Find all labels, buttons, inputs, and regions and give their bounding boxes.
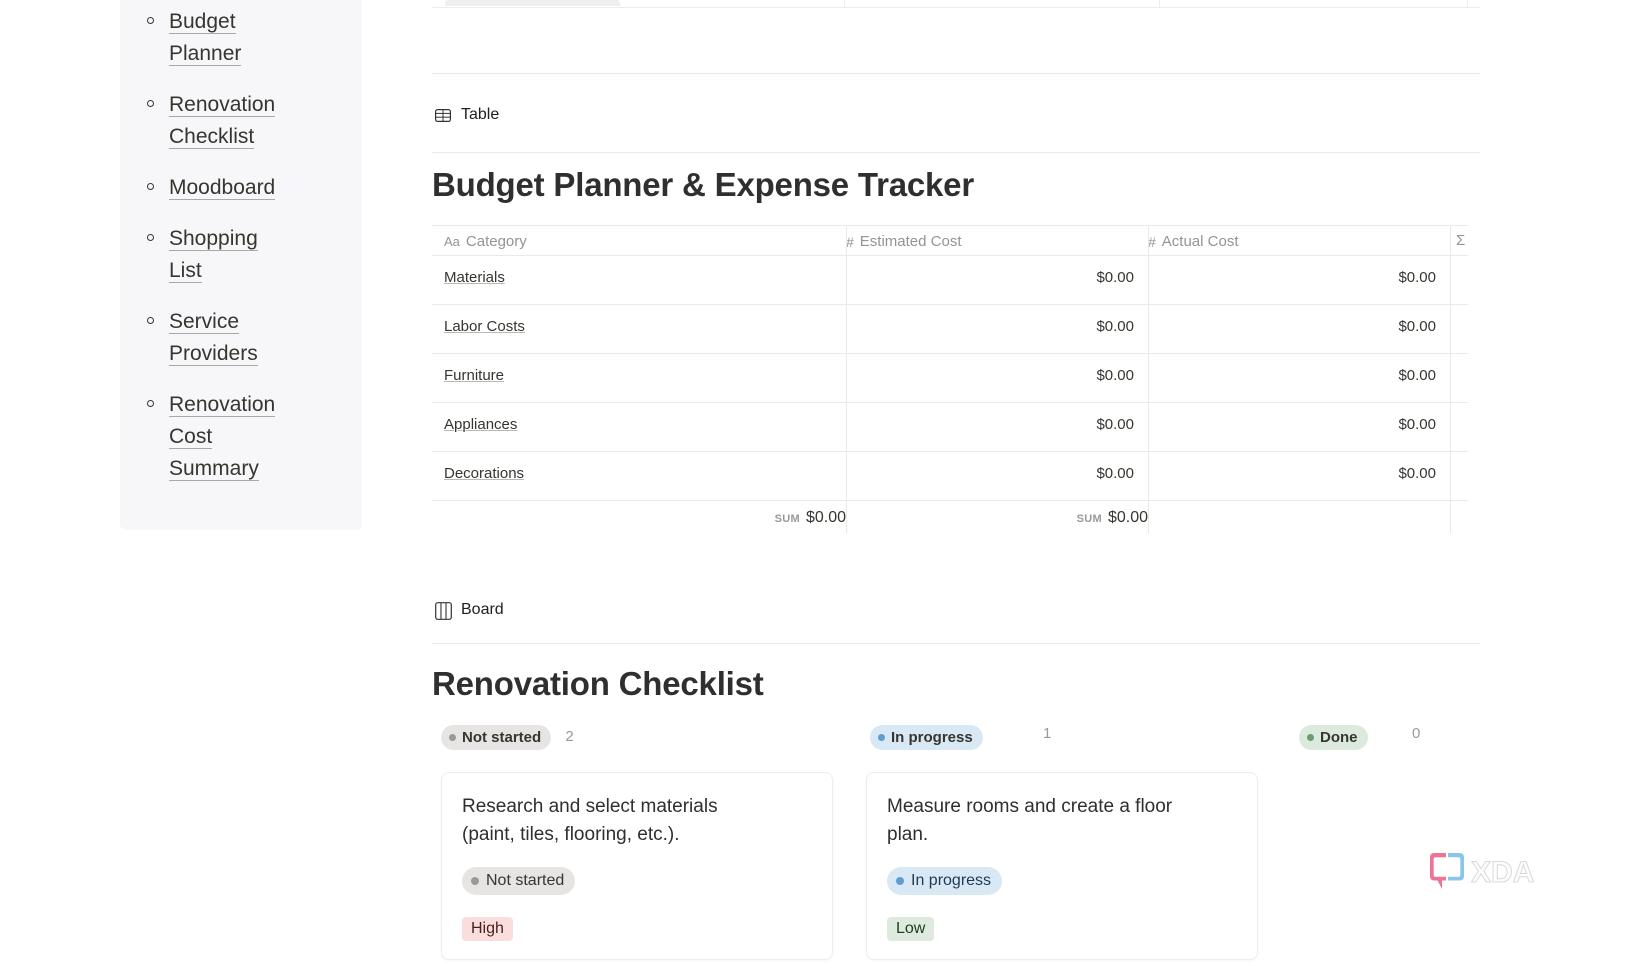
svg-text:XDA: XDA	[1471, 856, 1534, 889]
